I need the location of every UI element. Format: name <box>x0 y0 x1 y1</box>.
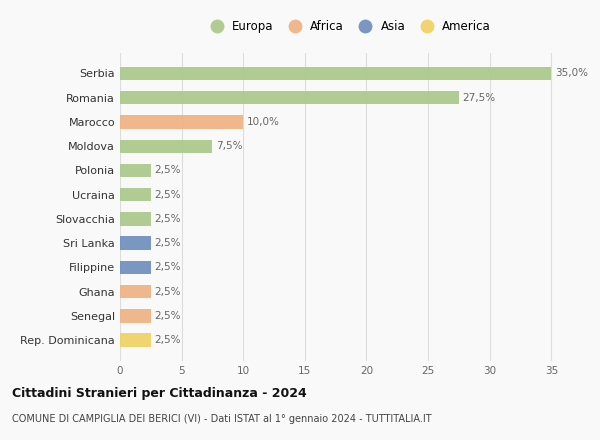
Text: 35,0%: 35,0% <box>555 69 588 78</box>
Text: 2,5%: 2,5% <box>155 286 181 297</box>
Text: Cittadini Stranieri per Cittadinanza - 2024: Cittadini Stranieri per Cittadinanza - 2… <box>12 387 307 400</box>
Bar <box>120 139 212 153</box>
Text: 27,5%: 27,5% <box>463 93 496 103</box>
Bar <box>120 67 551 80</box>
Bar <box>120 236 151 250</box>
Bar <box>120 115 243 128</box>
Text: 2,5%: 2,5% <box>155 262 181 272</box>
Bar <box>120 212 151 226</box>
Bar <box>120 309 151 323</box>
Text: 10,0%: 10,0% <box>247 117 280 127</box>
Bar <box>120 91 459 104</box>
Text: 2,5%: 2,5% <box>155 335 181 345</box>
Bar <box>120 164 151 177</box>
Text: 2,5%: 2,5% <box>155 214 181 224</box>
Text: 2,5%: 2,5% <box>155 165 181 176</box>
Bar <box>120 188 151 202</box>
Text: 7,5%: 7,5% <box>216 141 242 151</box>
Legend: Europa, Africa, Asia, America: Europa, Africa, Asia, America <box>200 15 496 38</box>
Bar <box>120 334 151 347</box>
Text: 2,5%: 2,5% <box>155 238 181 248</box>
Text: 2,5%: 2,5% <box>155 311 181 321</box>
Text: COMUNE DI CAMPIGLIA DEI BERICI (VI) - Dati ISTAT al 1° gennaio 2024 - TUTTITALIA: COMUNE DI CAMPIGLIA DEI BERICI (VI) - Da… <box>12 414 431 424</box>
Text: 2,5%: 2,5% <box>155 190 181 200</box>
Bar <box>120 261 151 274</box>
Bar <box>120 285 151 298</box>
